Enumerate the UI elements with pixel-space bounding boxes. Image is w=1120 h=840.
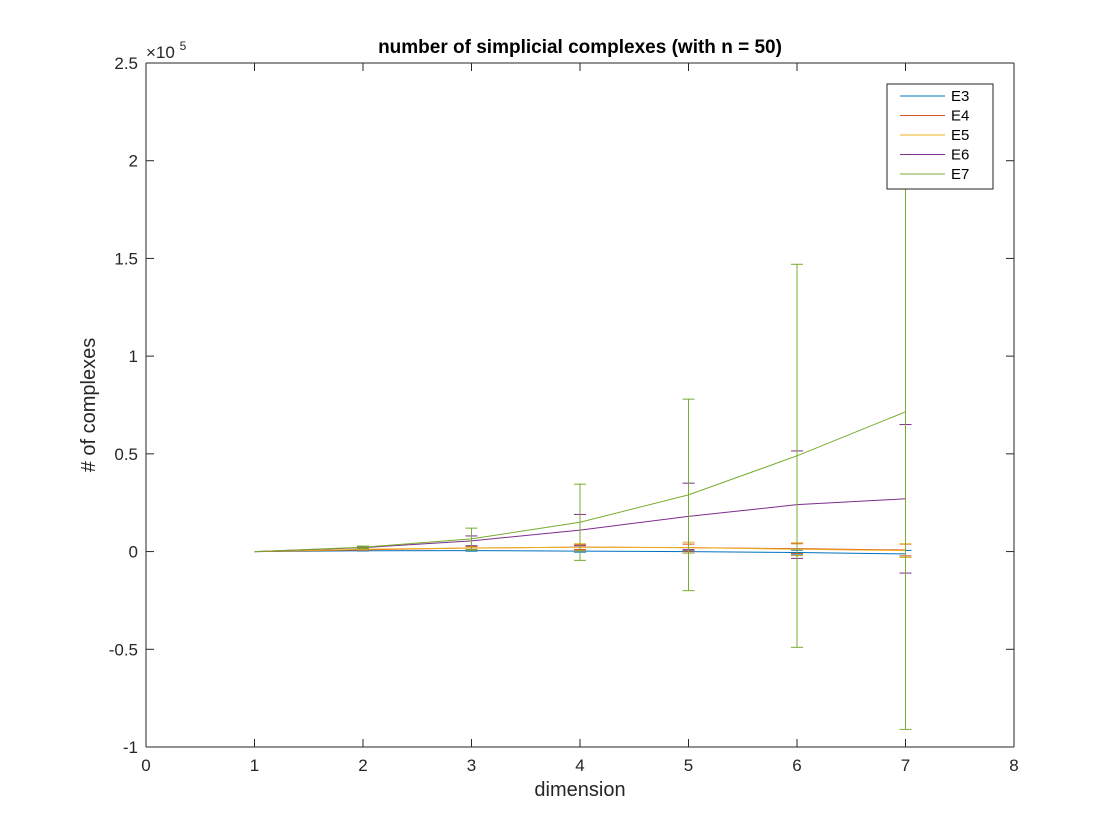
- chart-title: number of simplicial complexes (with n =…: [378, 37, 782, 58]
- series-line: [254, 411, 906, 553]
- plot-area: [146, 63, 1014, 747]
- y-tick-label: 0: [129, 543, 138, 562]
- y-exponent-label: ×10 5: [146, 39, 187, 62]
- y-tick-label: 0.5: [114, 445, 138, 464]
- y-axis-label: # of complexes: [78, 338, 100, 473]
- y-tick-label: 1: [129, 347, 138, 366]
- legend-item-e5: E5: [900, 127, 969, 144]
- legend-label: E7: [951, 166, 969, 183]
- x-tick-label: 2: [358, 756, 367, 775]
- x-tick-label: 3: [467, 756, 476, 775]
- y-tick-label: 2: [129, 152, 138, 171]
- series-e7: [254, 93, 912, 730]
- x-tick-label: 8: [1009, 756, 1018, 775]
- legend-item-e3: E3: [900, 88, 969, 105]
- x-tick-label: 1: [250, 756, 259, 775]
- x-ticks: 0 1 2 3 4 5 6 7 8: [141, 63, 1019, 775]
- y-tick-label: -1: [123, 738, 138, 757]
- y-tick-label: -0.5: [109, 640, 138, 659]
- legend-label: E3: [951, 88, 969, 105]
- x-tick-label: 0: [141, 756, 150, 775]
- x-tick-label: 6: [792, 756, 801, 775]
- x-tick-label: 5: [684, 756, 693, 775]
- legend: E3 E4 E5 E6 E7: [886, 83, 994, 190]
- legend-box: [886, 83, 994, 190]
- series-layer: [254, 93, 912, 730]
- legend-item-e6: E6: [900, 147, 969, 164]
- legend-label: E4: [951, 108, 969, 125]
- y-tick-label: 2.5: [114, 54, 138, 73]
- legend-label: E6: [951, 147, 969, 164]
- legend-item-e7: E7: [900, 166, 969, 183]
- x-tick-label: 4: [575, 756, 584, 775]
- y-tick-label: 1.5: [114, 249, 138, 268]
- legend-label: E5: [951, 127, 969, 144]
- y-exponent-power: 5: [180, 39, 187, 53]
- legend-item-e4: E4: [900, 108, 969, 125]
- x-axis-label: dimension: [534, 779, 625, 801]
- x-tick-label: 7: [901, 756, 910, 775]
- y-ticks: -1 -0.5 0 0.5 1 1.5 2 2.5: [109, 54, 1014, 757]
- y-exponent-base: ×10: [146, 43, 175, 62]
